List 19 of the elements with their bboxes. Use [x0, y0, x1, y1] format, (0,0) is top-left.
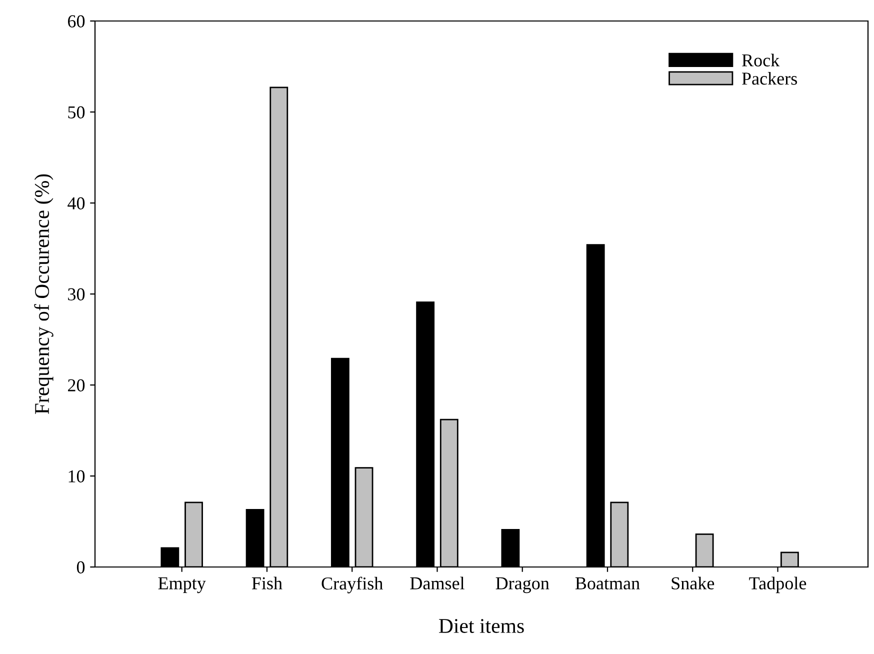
y-tick-label: 60	[68, 15, 85, 28]
x-axis-title: Diet items	[438, 618, 524, 633]
y-tick-label: 50	[68, 106, 85, 118]
x-tick-label: Damsel	[410, 576, 464, 590]
y-tick-label: 30	[68, 288, 85, 300]
x-tick-label: Dragon	[496, 577, 550, 594]
y-tick-label: 40	[68, 197, 85, 210]
y-tick-label: 10	[68, 470, 85, 482]
x-tick-label: Snake	[672, 576, 714, 590]
x-tick-label: Empty	[158, 577, 206, 594]
legend-label: Rock	[742, 54, 780, 66]
y-axis-title: Frequency of Occurence (%)	[34, 174, 54, 414]
x-tick-label: Boatman	[575, 577, 640, 590]
y-tick-label: 0	[76, 561, 85, 574]
y-tick-label: 20	[68, 379, 85, 392]
x-tick-label: Crayfish	[322, 576, 383, 594]
x-tick-label: Tadpole	[749, 576, 806, 594]
x-tick-label: Fish	[252, 576, 282, 590]
legend-label: Packers	[742, 72, 797, 85]
